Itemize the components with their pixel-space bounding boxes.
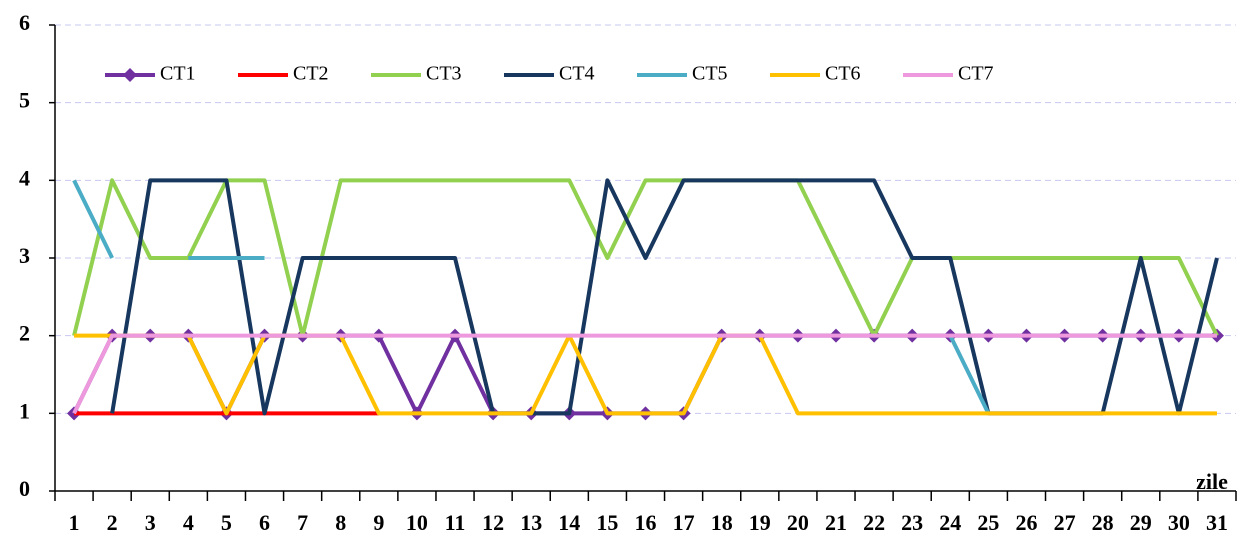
x-tick-label: 25 bbox=[977, 510, 999, 535]
y-tick-label: 1 bbox=[19, 398, 30, 423]
series-line bbox=[74, 333, 1217, 416]
y-tick-label: 3 bbox=[19, 243, 30, 268]
x-tick-label: 23 bbox=[901, 510, 923, 535]
series-line bbox=[110, 178, 1219, 416]
legend-label: CT1 bbox=[160, 63, 196, 85]
legend-label: CT5 bbox=[692, 63, 728, 85]
y-tick-label: 0 bbox=[19, 476, 30, 501]
x-tick-label: 2 bbox=[107, 510, 118, 535]
x-tick-label: 12 bbox=[482, 510, 504, 535]
x-tick-label: 30 bbox=[1168, 510, 1190, 535]
series-line bbox=[72, 179, 991, 415]
legend-marker bbox=[123, 68, 137, 82]
x-tick-label: 31 bbox=[1206, 510, 1228, 535]
x-tick-label: 20 bbox=[787, 510, 809, 535]
x-tick-label: 3 bbox=[145, 510, 156, 535]
x-tick-label: 11 bbox=[445, 510, 466, 535]
x-tick-label: 27 bbox=[1054, 510, 1076, 535]
x-tick-label: 29 bbox=[1130, 510, 1152, 535]
legend-label: CT3 bbox=[426, 63, 462, 85]
x-tick-label: 26 bbox=[1015, 510, 1037, 535]
x-tick-label: 24 bbox=[939, 510, 961, 535]
x-tick-label: 7 bbox=[297, 510, 308, 535]
x-tick-label: 10 bbox=[406, 510, 428, 535]
x-tick-label: 5 bbox=[221, 510, 232, 535]
x-tick-label: 21 bbox=[825, 510, 847, 535]
x-tick-label: 6 bbox=[259, 510, 270, 535]
series-line bbox=[72, 178, 1219, 338]
y-tick-label: 5 bbox=[19, 88, 30, 113]
y-tick-label: 4 bbox=[19, 165, 30, 190]
legend-label: CT4 bbox=[559, 63, 595, 85]
series-line bbox=[72, 333, 1217, 415]
x-axis-label: zile bbox=[1196, 469, 1228, 494]
x-tick-label: 22 bbox=[863, 510, 885, 535]
x-tick-label: 17 bbox=[673, 510, 695, 535]
legend-label: CT6 bbox=[825, 63, 861, 85]
legend-label: CT2 bbox=[293, 63, 329, 85]
x-tick-label: 28 bbox=[1092, 510, 1114, 535]
y-tick-label: 2 bbox=[19, 321, 30, 346]
legend-label: CT7 bbox=[958, 63, 994, 85]
x-tick-label: 14 bbox=[558, 510, 580, 535]
y-tick-label: 6 bbox=[19, 10, 30, 35]
x-tick-label: 8 bbox=[335, 510, 346, 535]
x-tick-label: 18 bbox=[711, 510, 733, 535]
x-tick-label: 1 bbox=[69, 510, 80, 535]
x-tick-label: 16 bbox=[635, 510, 657, 535]
x-tick-label: 15 bbox=[596, 510, 618, 535]
x-tick-label: 4 bbox=[183, 510, 194, 535]
x-tick-label: 9 bbox=[373, 510, 384, 535]
x-tick-label: 19 bbox=[749, 510, 771, 535]
x-tick-label: 13 bbox=[520, 510, 542, 535]
